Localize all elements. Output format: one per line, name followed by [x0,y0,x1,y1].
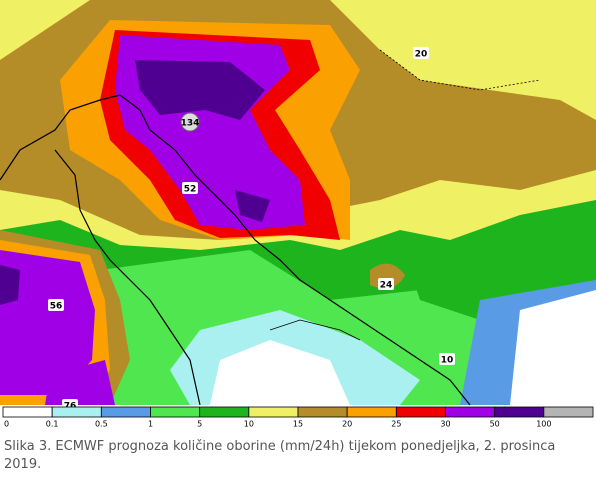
legend-label: 0.5 [95,420,108,429]
map-label: 20 [415,50,428,60]
label-marker [180,112,200,132]
legend-swatch [395,406,446,418]
legend-swatch [445,406,496,418]
legend-label: 0.1 [46,420,59,429]
map-label: 10 [441,356,454,366]
legend-label: 50 [490,420,500,429]
legend-swatch [543,406,594,418]
legend-swatch [248,406,299,418]
legend-label: 15 [293,420,303,429]
label-box [439,353,455,365]
map-label: 134 [181,119,200,129]
legend-label: 5 [197,420,202,429]
label-box [378,278,394,290]
map-label: 52 [184,185,197,195]
label-box [182,182,198,194]
map-label: 24 [380,281,393,291]
caption: Slika 3. ECMWF prognoza količine oborine… [4,439,556,472]
legend-swatch [494,406,545,418]
map-label: 76 [64,402,77,412]
label-box [48,299,64,311]
legend-label: 100 [536,420,551,429]
map-fields [0,0,596,405]
legend-label: 25 [391,420,401,429]
map-label: 56 [50,302,63,312]
legend-swatch [346,406,397,418]
legend-swatch [2,406,53,418]
legend-swatch [51,406,102,418]
label-box [413,47,429,59]
legend-swatch [199,406,250,418]
legend-swatch [150,406,201,418]
legend-swatch [100,406,151,418]
coastlines [0,49,541,406]
legend-swatch [297,406,348,418]
legend-label: 20 [342,420,352,429]
legend-label: 1 [148,420,153,429]
legend-label: 30 [440,420,450,429]
legend-label: 10 [244,420,254,429]
legend-label: 0 [4,420,9,429]
